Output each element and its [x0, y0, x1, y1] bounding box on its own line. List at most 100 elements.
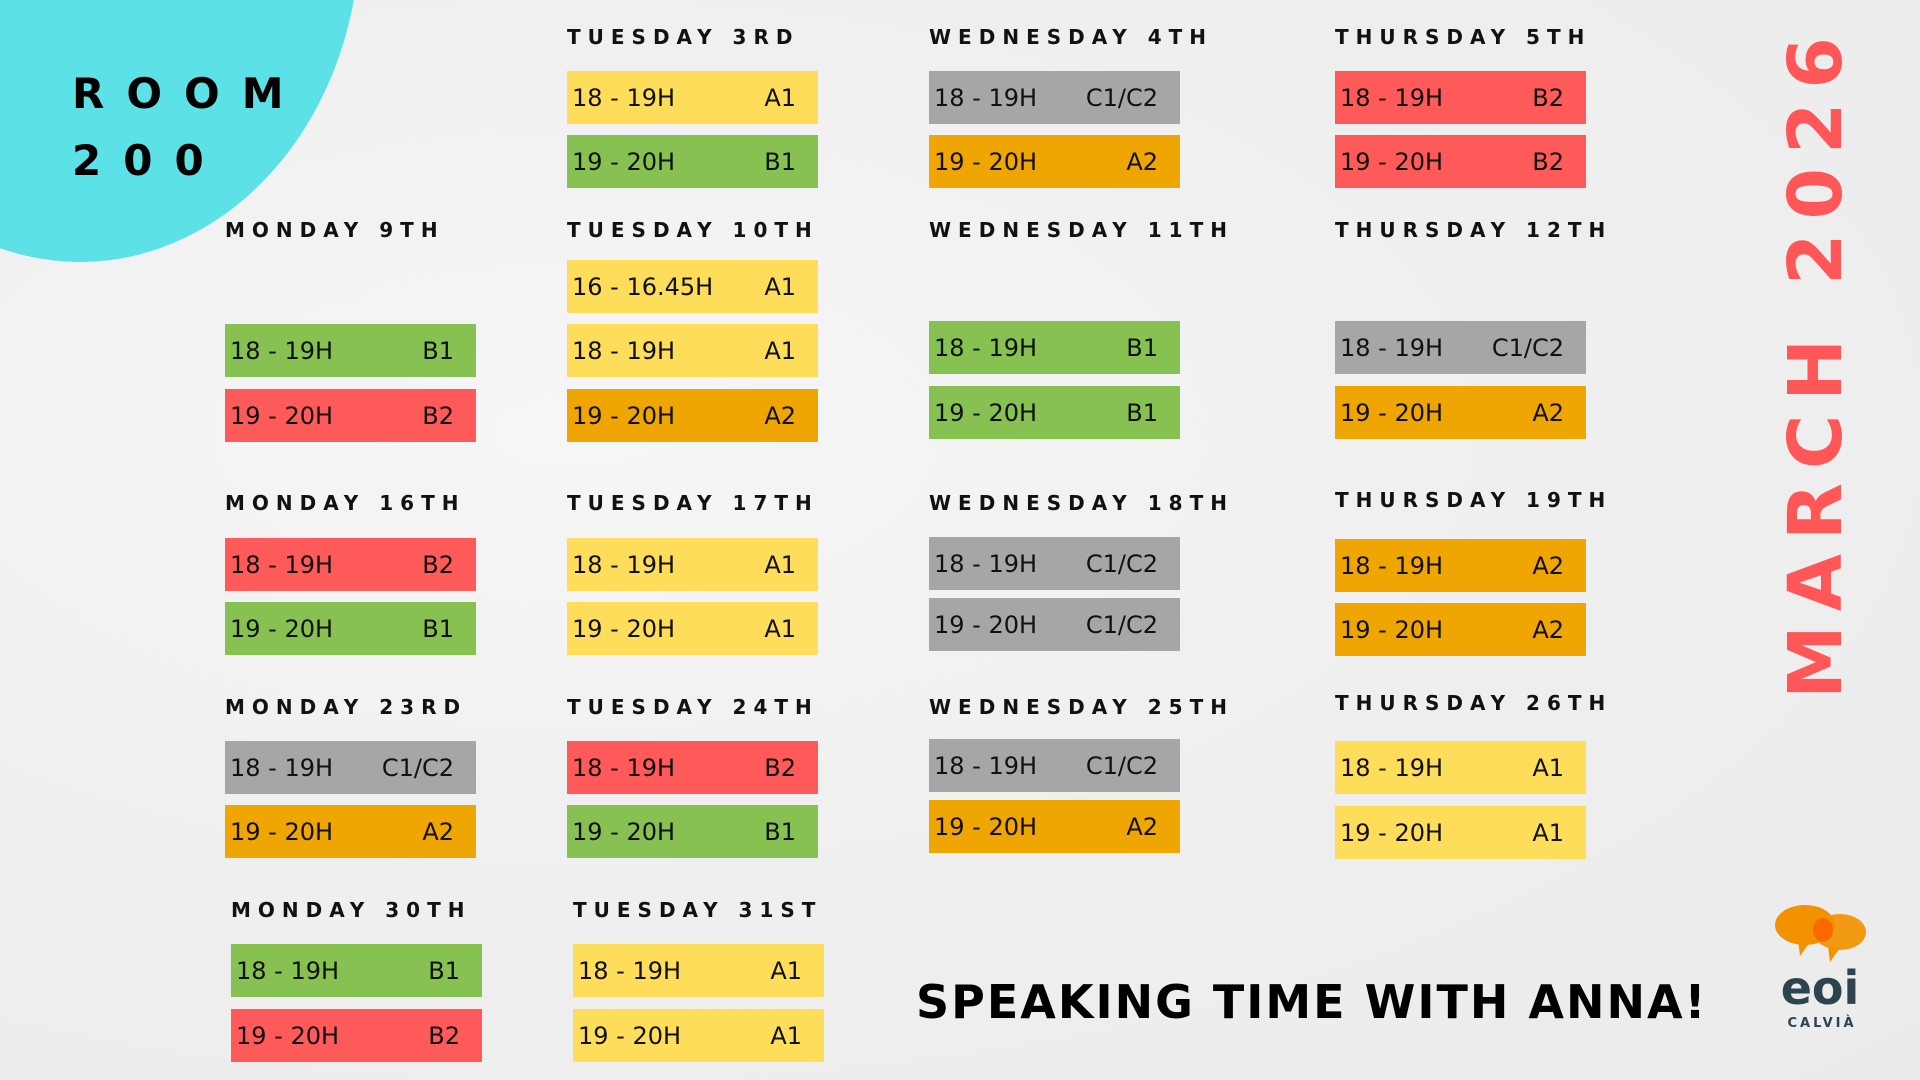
- slot-time: 19 - 20H: [572, 817, 676, 846]
- slot-time: 19 - 20H: [1340, 398, 1444, 427]
- slot-time: 18 - 19H: [572, 336, 676, 365]
- slot-level: B2: [422, 550, 454, 579]
- logo-subtext: CALVIÀ: [1787, 1015, 1856, 1030]
- slot-level: B2: [1532, 83, 1564, 112]
- slot-time: 16 - 16.45H: [572, 272, 714, 301]
- slot-level: B2: [1532, 147, 1564, 176]
- slot-level: A2: [764, 401, 796, 430]
- slot-level: A1: [770, 1021, 802, 1050]
- time-slot: 18 - 19H A1: [1335, 741, 1586, 794]
- slot-level: A2: [1532, 615, 1564, 644]
- time-slot: 19 - 20H A2: [929, 135, 1180, 188]
- slot-level: A2: [1532, 398, 1564, 427]
- time-slot: 18 - 19H B2: [225, 538, 476, 591]
- slot-time: 18 - 19H: [1340, 753, 1444, 782]
- day-heading: TUESDAY 31ST: [573, 898, 823, 922]
- time-slot: 19 - 20H A1: [567, 602, 818, 655]
- time-slot: 19 - 20H A1: [1335, 806, 1586, 859]
- tagline: SPEAKING TIME WITH ANNA!: [916, 975, 1708, 1029]
- time-slot: 19 - 20H A2: [1335, 386, 1586, 439]
- slot-level: B1: [1126, 333, 1158, 362]
- slot-time: 19 - 20H: [1340, 818, 1444, 847]
- slot-level: A1: [764, 83, 796, 112]
- time-slot: 19 - 20H B1: [225, 602, 476, 655]
- slot-time: 18 - 19H: [572, 550, 676, 579]
- slot-time: 19 - 20H: [572, 401, 676, 430]
- slot-level: C1/C2: [1085, 610, 1158, 639]
- time-slot: 18 - 19H A1: [573, 944, 824, 997]
- time-slot: 18 - 19H B1: [225, 324, 476, 377]
- slot-time: 18 - 19H: [1340, 83, 1444, 112]
- slot-level: A1: [764, 614, 796, 643]
- slot-time: 18 - 19H: [934, 549, 1038, 578]
- room-title-line1: ROOM: [72, 69, 306, 118]
- slot-time: 18 - 19H: [230, 753, 334, 782]
- slot-level: A1: [764, 336, 796, 365]
- day-heading: THURSDAY 5TH: [1335, 25, 1592, 49]
- slot-time: 19 - 20H: [230, 614, 334, 643]
- slot-time: 18 - 19H: [236, 956, 340, 985]
- time-slot: 19 - 20H A2: [929, 800, 1180, 853]
- time-slot: 18 - 19H C1/C2: [929, 537, 1180, 590]
- logo-text: eoi: [1781, 961, 1860, 1015]
- slot-level: A2: [422, 817, 454, 846]
- time-slot: 18 - 19H A1: [567, 324, 818, 377]
- time-slot: 19 - 20H B2: [231, 1009, 482, 1062]
- slot-time: 19 - 20H: [1340, 615, 1444, 644]
- day-heading: WEDNESDAY 18TH: [929, 491, 1234, 515]
- slot-time: 18 - 19H: [934, 333, 1038, 362]
- corner-decoration-frame: [0, 0, 360, 262]
- slot-level: A1: [764, 550, 796, 579]
- time-slot: 18 - 19H C1/C2: [929, 71, 1180, 124]
- time-slot: 18 - 19H B2: [567, 741, 818, 794]
- day-heading: TUESDAY 24TH: [567, 695, 819, 719]
- slot-time: 18 - 19H: [934, 751, 1038, 780]
- slot-level: A2: [1126, 147, 1158, 176]
- slot-level: C1/C2: [1085, 83, 1158, 112]
- slot-level: A1: [764, 272, 796, 301]
- slot-level: B2: [764, 753, 796, 782]
- day-heading: TUESDAY 17TH: [567, 491, 819, 515]
- slot-level: B1: [428, 956, 460, 985]
- day-heading: THURSDAY 26TH: [1335, 691, 1613, 715]
- time-slot: 19 - 20H A1: [573, 1009, 824, 1062]
- slot-time: 19 - 20H: [934, 610, 1038, 639]
- time-slot: 18 - 19H C1/C2: [929, 739, 1180, 792]
- slot-level: B1: [422, 336, 454, 365]
- slot-time: 18 - 19H: [934, 83, 1038, 112]
- slot-time: 19 - 20H: [236, 1021, 340, 1050]
- time-slot: 18 - 19H C1/C2: [1335, 321, 1586, 374]
- time-slot: 18 - 19H A1: [567, 538, 818, 591]
- slot-level: B2: [422, 401, 454, 430]
- slot-time: 18 - 19H: [1340, 333, 1444, 362]
- slot-time: 19 - 20H: [230, 401, 334, 430]
- time-slot: 18 - 19H B1: [929, 321, 1180, 374]
- day-heading: MONDAY 23RD: [225, 695, 468, 719]
- eoi-calvia-logo: eoi CALVIÀ: [1770, 900, 1880, 1031]
- slot-time: 18 - 19H: [578, 956, 682, 985]
- time-slot: 19 - 20H B1: [567, 805, 818, 858]
- day-heading: TUESDAY 3RD: [567, 25, 800, 49]
- time-slot: 19 - 20H A2: [225, 805, 476, 858]
- slot-time: 19 - 20H: [934, 398, 1038, 427]
- time-slot: 18 - 19H A1: [567, 71, 818, 124]
- slot-time: 19 - 20H: [934, 812, 1038, 841]
- time-slot: 19 - 20H C1/C2: [929, 598, 1180, 651]
- time-slot: 18 - 19H A2: [1335, 539, 1586, 592]
- day-heading: WEDNESDAY 25TH: [929, 695, 1234, 719]
- day-heading: THURSDAY 19TH: [1335, 488, 1613, 512]
- slot-level: A1: [1532, 818, 1564, 847]
- slot-level: B1: [1126, 398, 1158, 427]
- month-title: MARCH 2026: [1773, 23, 1859, 699]
- slot-level: A1: [770, 956, 802, 985]
- slot-level: C1/C2: [1085, 549, 1158, 578]
- slot-time: 19 - 20H: [1340, 147, 1444, 176]
- time-slot: 19 - 20H A2: [1335, 603, 1586, 656]
- slot-level: B1: [764, 817, 796, 846]
- day-heading: TUESDAY 10TH: [567, 218, 819, 242]
- day-heading: WEDNESDAY 4TH: [929, 25, 1214, 49]
- slot-level: A1: [1532, 753, 1564, 782]
- time-slot: 19 - 20H B2: [225, 389, 476, 442]
- slot-time: 18 - 19H: [230, 550, 334, 579]
- slot-level: A2: [1532, 551, 1564, 580]
